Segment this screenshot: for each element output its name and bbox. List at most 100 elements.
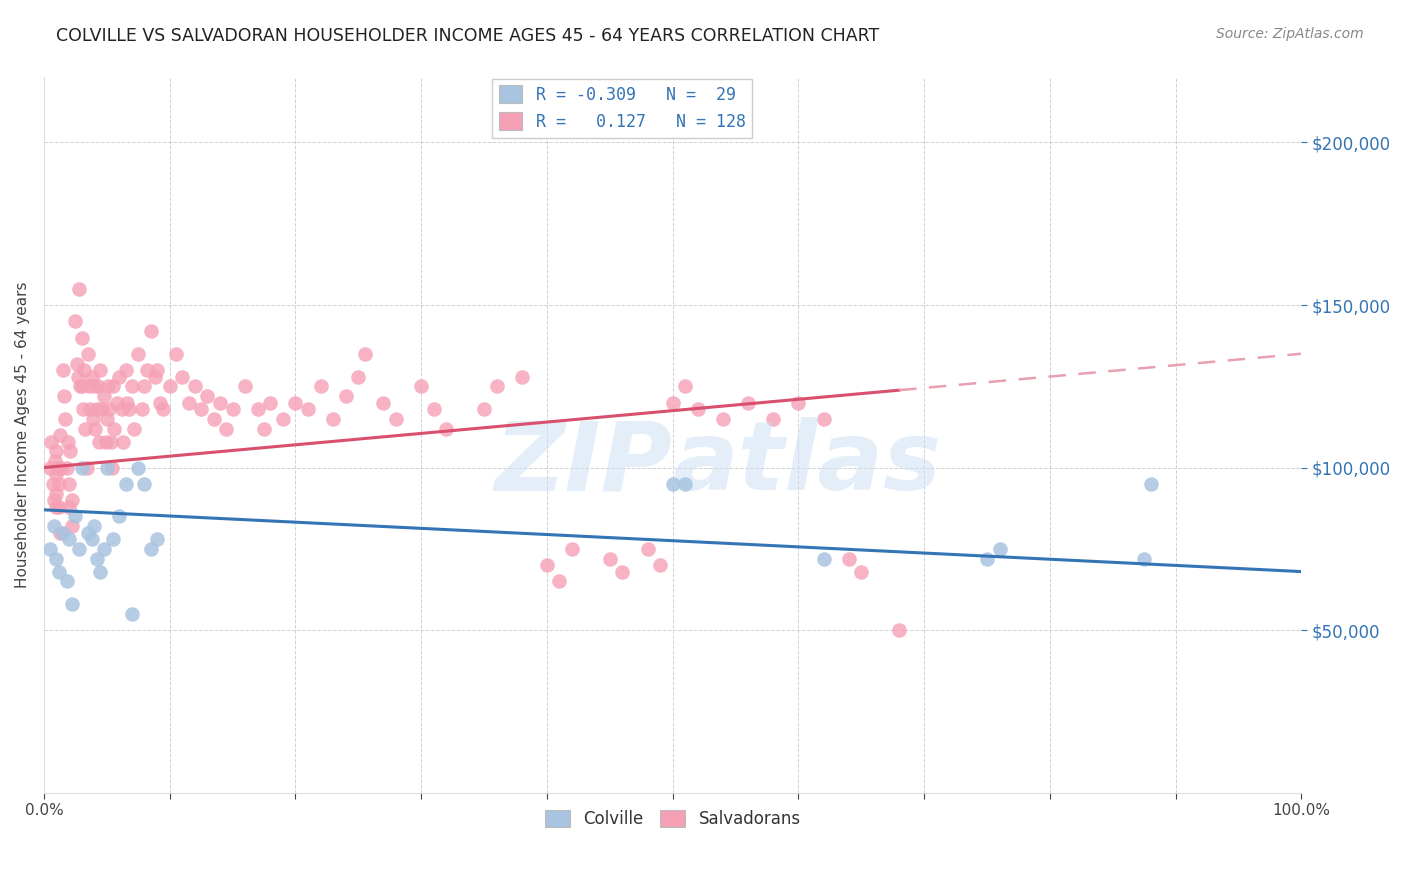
Point bbox=[96, 460, 118, 475]
Point bbox=[297, 402, 319, 417]
Point bbox=[98, 402, 121, 417]
Point bbox=[536, 558, 558, 573]
Point bbox=[73, 363, 96, 377]
Point bbox=[45, 551, 67, 566]
Point bbox=[221, 402, 243, 417]
Point bbox=[59, 444, 82, 458]
Point bbox=[124, 421, 146, 435]
Point bbox=[976, 551, 998, 566]
Point bbox=[58, 476, 80, 491]
Point bbox=[711, 411, 734, 425]
Point bbox=[52, 525, 75, 540]
Point bbox=[673, 476, 696, 491]
Point bbox=[67, 282, 90, 296]
Point bbox=[49, 428, 72, 442]
Point bbox=[434, 421, 457, 435]
Point bbox=[58, 500, 80, 514]
Point bbox=[48, 500, 70, 514]
Point bbox=[131, 402, 153, 417]
Point bbox=[77, 379, 100, 393]
Point bbox=[101, 532, 124, 546]
Point bbox=[787, 395, 810, 409]
Point bbox=[648, 558, 671, 573]
Point bbox=[813, 411, 835, 425]
Point bbox=[139, 324, 162, 338]
Point bbox=[94, 434, 117, 449]
Point bbox=[139, 541, 162, 556]
Point bbox=[41, 476, 63, 491]
Point bbox=[41, 434, 63, 449]
Point bbox=[246, 402, 269, 417]
Point bbox=[335, 389, 357, 403]
Point bbox=[70, 460, 93, 475]
Point bbox=[673, 379, 696, 393]
Point bbox=[127, 347, 149, 361]
Point bbox=[159, 379, 181, 393]
Point bbox=[373, 395, 395, 409]
Point bbox=[114, 476, 136, 491]
Point bbox=[851, 565, 873, 579]
Point bbox=[612, 565, 634, 579]
Point bbox=[177, 395, 200, 409]
Point bbox=[96, 411, 118, 425]
Point bbox=[67, 541, 90, 556]
Y-axis label: Householder Income Ages 45 - 64 years: Householder Income Ages 45 - 64 years bbox=[15, 282, 30, 589]
Point bbox=[65, 509, 87, 524]
Point bbox=[44, 454, 66, 468]
Point bbox=[105, 395, 128, 409]
Point bbox=[100, 434, 122, 449]
Point bbox=[69, 379, 91, 393]
Point bbox=[172, 369, 194, 384]
Point bbox=[55, 574, 77, 589]
Point bbox=[121, 607, 143, 621]
Point bbox=[101, 460, 124, 475]
Point bbox=[53, 411, 76, 425]
Point bbox=[353, 347, 375, 361]
Point bbox=[84, 421, 107, 435]
Text: ZIP: ZIP bbox=[495, 417, 672, 510]
Point bbox=[86, 402, 108, 417]
Point bbox=[485, 379, 508, 393]
Point bbox=[112, 434, 135, 449]
Point bbox=[42, 519, 65, 533]
Point bbox=[65, 357, 87, 371]
Point bbox=[347, 369, 370, 384]
Point bbox=[165, 347, 187, 361]
Point bbox=[101, 379, 124, 393]
Point bbox=[90, 402, 112, 417]
Point bbox=[42, 493, 65, 508]
Point bbox=[152, 402, 174, 417]
Point bbox=[108, 509, 131, 524]
Point bbox=[80, 369, 103, 384]
Point bbox=[1139, 476, 1161, 491]
Point bbox=[411, 379, 433, 393]
Point bbox=[70, 330, 93, 344]
Point bbox=[108, 369, 131, 384]
Point bbox=[202, 411, 225, 425]
Text: Source: ZipAtlas.com: Source: ZipAtlas.com bbox=[1216, 27, 1364, 41]
Point bbox=[86, 551, 108, 566]
Point bbox=[385, 411, 408, 425]
Point bbox=[284, 395, 307, 409]
Point bbox=[548, 574, 571, 589]
Point bbox=[58, 532, 80, 546]
Point bbox=[49, 525, 72, 540]
Point bbox=[988, 541, 1011, 556]
Point bbox=[813, 551, 835, 566]
Point bbox=[80, 532, 103, 546]
Point bbox=[737, 395, 759, 409]
Point bbox=[39, 460, 62, 475]
Point bbox=[887, 623, 910, 637]
Point bbox=[77, 347, 100, 361]
Point bbox=[93, 541, 115, 556]
Point bbox=[271, 411, 294, 425]
Point bbox=[146, 532, 169, 546]
Point bbox=[77, 525, 100, 540]
Point bbox=[97, 379, 120, 393]
Point bbox=[599, 551, 621, 566]
Point bbox=[259, 395, 281, 409]
Point bbox=[838, 551, 860, 566]
Point bbox=[114, 363, 136, 377]
Point bbox=[66, 369, 89, 384]
Point bbox=[146, 363, 169, 377]
